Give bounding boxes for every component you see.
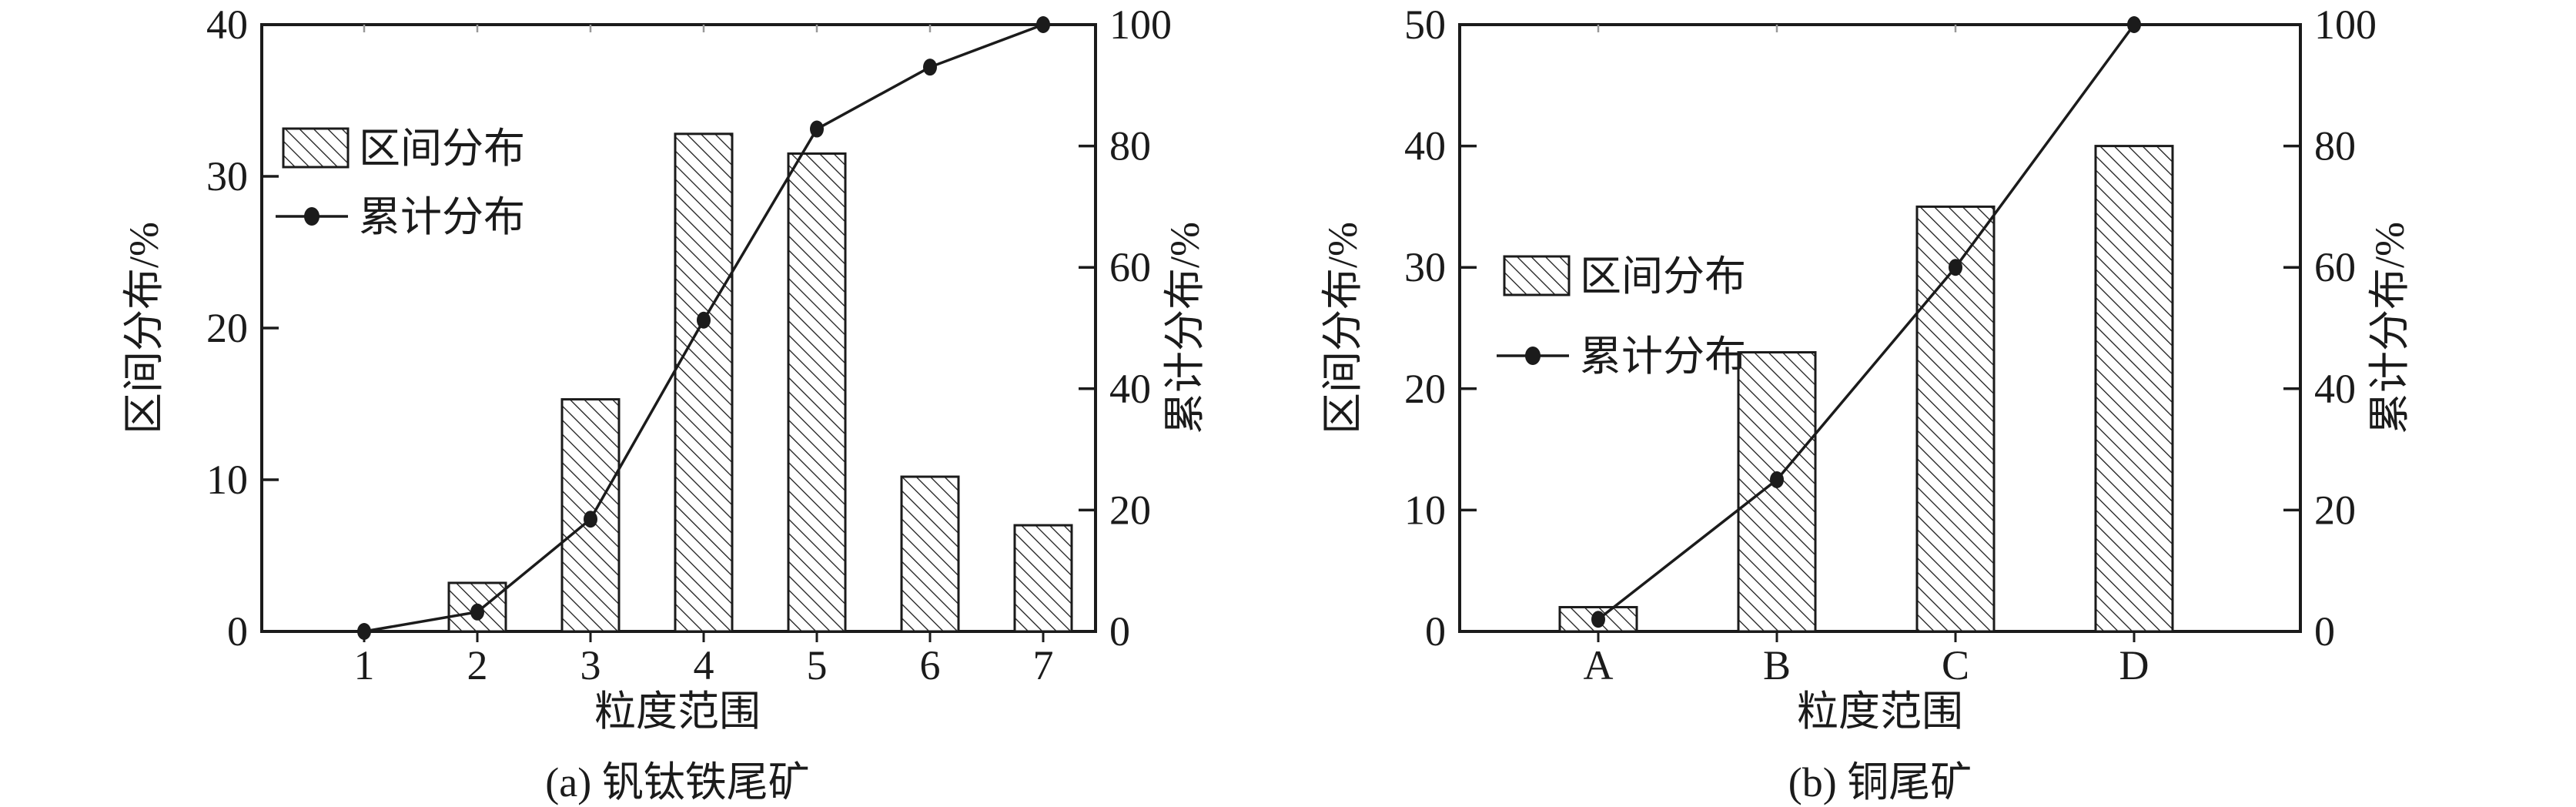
cumulative-line-path bbox=[1597, 23, 2136, 621]
x-category-label: 1 bbox=[354, 642, 375, 688]
x-axis: A B C D bbox=[1584, 25, 2149, 688]
y-right-tick-label: 80 bbox=[2314, 123, 2356, 169]
x-category-label: C bbox=[1942, 642, 1969, 688]
x-category-label: A bbox=[1584, 642, 1614, 688]
y-axis-right: 0 20 40 60 80 100 bbox=[1079, 2, 1172, 655]
x-axis-title: 粒度范围 bbox=[594, 688, 761, 735]
y-right-tick-label: 20 bbox=[1109, 487, 1151, 533]
legend-line-label: 累计分布 bbox=[1580, 333, 1746, 380]
y-axis-right-title: 累计分布/% bbox=[1162, 222, 1208, 434]
y-right-tick-label: 40 bbox=[1109, 366, 1151, 412]
chart-caption: (a) 钒钛铁尾矿 bbox=[545, 759, 809, 805]
y-left-tick-label: 0 bbox=[227, 608, 248, 655]
bar bbox=[2094, 145, 2174, 633]
y-axis-right-title: 累计分布/% bbox=[2367, 222, 2413, 434]
x-category-label: 2 bbox=[467, 642, 488, 688]
x-category-label: 3 bbox=[580, 642, 601, 688]
x-category-label: 5 bbox=[807, 642, 828, 688]
interval-distribution-bars bbox=[1558, 145, 2174, 633]
interval-distribution-bars bbox=[447, 132, 1073, 633]
y-axis-left: 0 10 20 30 40 bbox=[206, 2, 279, 655]
legend-bar-swatch bbox=[282, 127, 350, 169]
x-category-label: 6 bbox=[920, 642, 941, 688]
cumulative-data-point bbox=[697, 311, 711, 329]
y-left-tick-label: 50 bbox=[1404, 2, 1446, 48]
y-right-tick-label: 100 bbox=[2314, 2, 2377, 48]
y-right-tick-label: 20 bbox=[2314, 487, 2356, 533]
legend-line-label: 累计分布 bbox=[359, 194, 525, 240]
y-axis-left-title: 区间分布/% bbox=[1320, 222, 1366, 434]
cumulative-distribution-line bbox=[357, 16, 1050, 640]
legend-bar-swatch bbox=[1503, 255, 1571, 296]
cumulative-data-point bbox=[1591, 611, 1605, 628]
bar bbox=[1915, 205, 1996, 633]
chart-a-vanadium-titanium-iron-tailings: 0 10 20 30 40 0 20 40 60 80 100 1 2 3 4 5 6 7 区间分布累计分布区间分布… bbox=[121, 2, 1208, 805]
y-left-tick-label: 10 bbox=[1404, 487, 1446, 533]
y-left-tick-label: 40 bbox=[206, 2, 248, 48]
y-axis-right: 0 20 40 60 80 100 bbox=[2283, 2, 2377, 655]
bar bbox=[787, 152, 847, 633]
y-left-tick-label: 0 bbox=[1425, 608, 1446, 655]
x-category-label: B bbox=[1763, 642, 1791, 688]
cumulative-distribution-line bbox=[1591, 16, 2141, 628]
cumulative-data-point bbox=[357, 623, 371, 640]
legend-bar-label: 区间分布 bbox=[359, 126, 525, 172]
bar bbox=[674, 132, 734, 633]
legend-line-marker bbox=[1525, 347, 1541, 365]
cumulative-data-point bbox=[810, 120, 824, 138]
cumulative-data-point bbox=[1770, 471, 1784, 488]
y-left-tick-label: 40 bbox=[1404, 123, 1446, 169]
legend-line-marker bbox=[304, 207, 319, 226]
y-left-tick-label: 30 bbox=[206, 153, 248, 199]
x-category-label: D bbox=[2119, 642, 2149, 688]
bar bbox=[900, 475, 960, 633]
cumulative-data-point bbox=[2127, 16, 2141, 33]
bar bbox=[1013, 524, 1073, 633]
y-right-tick-label: 80 bbox=[1109, 123, 1151, 169]
y-right-tick-label: 40 bbox=[2314, 366, 2356, 412]
y-right-tick-label: 60 bbox=[1109, 244, 1151, 290]
chart-caption: (b) 铜尾矿 bbox=[1788, 759, 1972, 805]
x-axis: 1 2 3 4 5 6 7 bbox=[354, 25, 1054, 688]
plot-frame bbox=[1458, 23, 2302, 633]
cumulative-data-point bbox=[584, 511, 597, 528]
y-right-tick-label: 0 bbox=[1109, 608, 1130, 655]
legend-bar-label: 区间分布 bbox=[1580, 253, 1746, 300]
cumulative-data-point bbox=[923, 59, 937, 76]
x-category-label: 7 bbox=[1033, 642, 1054, 688]
y-axis-left-title: 区间分布/% bbox=[121, 222, 167, 434]
x-axis-title: 粒度范围 bbox=[1797, 688, 1963, 735]
y-left-tick-label: 30 bbox=[1404, 244, 1446, 290]
bar bbox=[1737, 351, 1817, 633]
y-axis-left: 0 10 20 30 40 50 bbox=[1404, 2, 1477, 655]
x-category-label: 4 bbox=[694, 642, 714, 688]
y-right-tick-label: 0 bbox=[2314, 608, 2335, 655]
y-left-tick-label: 20 bbox=[206, 305, 248, 351]
y-left-tick-label: 10 bbox=[206, 457, 248, 503]
y-right-tick-label: 100 bbox=[1109, 2, 1172, 48]
y-left-tick-label: 20 bbox=[1404, 366, 1446, 412]
cumulative-data-point bbox=[470, 603, 484, 621]
cumulative-data-point bbox=[1036, 16, 1050, 33]
y-right-tick-label: 60 bbox=[2314, 244, 2356, 290]
cumulative-data-point bbox=[1949, 259, 1962, 276]
